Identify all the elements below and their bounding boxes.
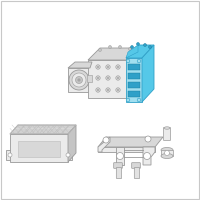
Circle shape (96, 65, 100, 69)
Circle shape (116, 65, 120, 69)
FancyBboxPatch shape (6, 150, 14, 160)
Circle shape (117, 89, 119, 91)
Circle shape (107, 77, 109, 79)
FancyBboxPatch shape (64, 150, 72, 160)
Circle shape (136, 43, 140, 46)
Circle shape (103, 137, 109, 143)
Circle shape (116, 88, 120, 92)
Circle shape (144, 152, 151, 160)
Circle shape (116, 76, 120, 80)
Circle shape (117, 66, 119, 68)
Circle shape (126, 59, 130, 63)
Circle shape (117, 77, 119, 79)
Polygon shape (68, 125, 76, 162)
Polygon shape (116, 147, 124, 165)
Circle shape (106, 65, 110, 69)
FancyBboxPatch shape (134, 167, 138, 178)
Circle shape (145, 136, 151, 142)
FancyBboxPatch shape (128, 64, 140, 70)
Circle shape (97, 77, 99, 79)
Circle shape (97, 66, 99, 68)
Circle shape (137, 59, 141, 63)
FancyBboxPatch shape (114, 163, 122, 168)
Circle shape (96, 76, 100, 80)
Polygon shape (98, 137, 110, 152)
Circle shape (148, 46, 152, 48)
Ellipse shape (161, 154, 173, 158)
Circle shape (137, 98, 141, 102)
Circle shape (116, 152, 124, 160)
Polygon shape (126, 45, 154, 58)
Circle shape (72, 73, 86, 87)
Polygon shape (98, 137, 163, 147)
Circle shape (97, 89, 99, 91)
Circle shape (106, 88, 110, 92)
FancyBboxPatch shape (128, 91, 140, 97)
Polygon shape (87, 75, 92, 82)
Circle shape (78, 79, 80, 81)
Circle shape (96, 88, 100, 92)
Circle shape (76, 76, 83, 84)
Circle shape (107, 89, 109, 91)
Circle shape (144, 44, 146, 46)
Polygon shape (10, 134, 68, 162)
Circle shape (8, 153, 12, 157)
Circle shape (130, 46, 134, 48)
FancyBboxPatch shape (132, 163, 140, 168)
Circle shape (69, 70, 89, 90)
Circle shape (128, 47, 132, 50)
Polygon shape (143, 147, 155, 165)
Ellipse shape (161, 148, 173, 152)
Circle shape (106, 76, 110, 80)
Polygon shape (142, 45, 154, 102)
Circle shape (126, 98, 130, 102)
Ellipse shape (164, 127, 170, 129)
Polygon shape (126, 45, 138, 58)
Circle shape (164, 150, 170, 156)
Polygon shape (10, 125, 76, 134)
Polygon shape (68, 62, 92, 68)
Circle shape (118, 46, 122, 48)
FancyBboxPatch shape (18, 141, 60, 157)
FancyBboxPatch shape (116, 167, 120, 178)
FancyBboxPatch shape (161, 150, 173, 156)
Polygon shape (88, 60, 128, 98)
Polygon shape (88, 48, 140, 60)
Circle shape (107, 66, 109, 68)
Circle shape (98, 48, 102, 51)
Circle shape (108, 46, 112, 48)
Polygon shape (126, 58, 142, 102)
FancyBboxPatch shape (128, 82, 140, 88)
Polygon shape (68, 68, 90, 92)
Circle shape (66, 153, 70, 157)
FancyBboxPatch shape (128, 73, 140, 79)
FancyBboxPatch shape (164, 128, 170, 140)
Polygon shape (98, 147, 155, 152)
